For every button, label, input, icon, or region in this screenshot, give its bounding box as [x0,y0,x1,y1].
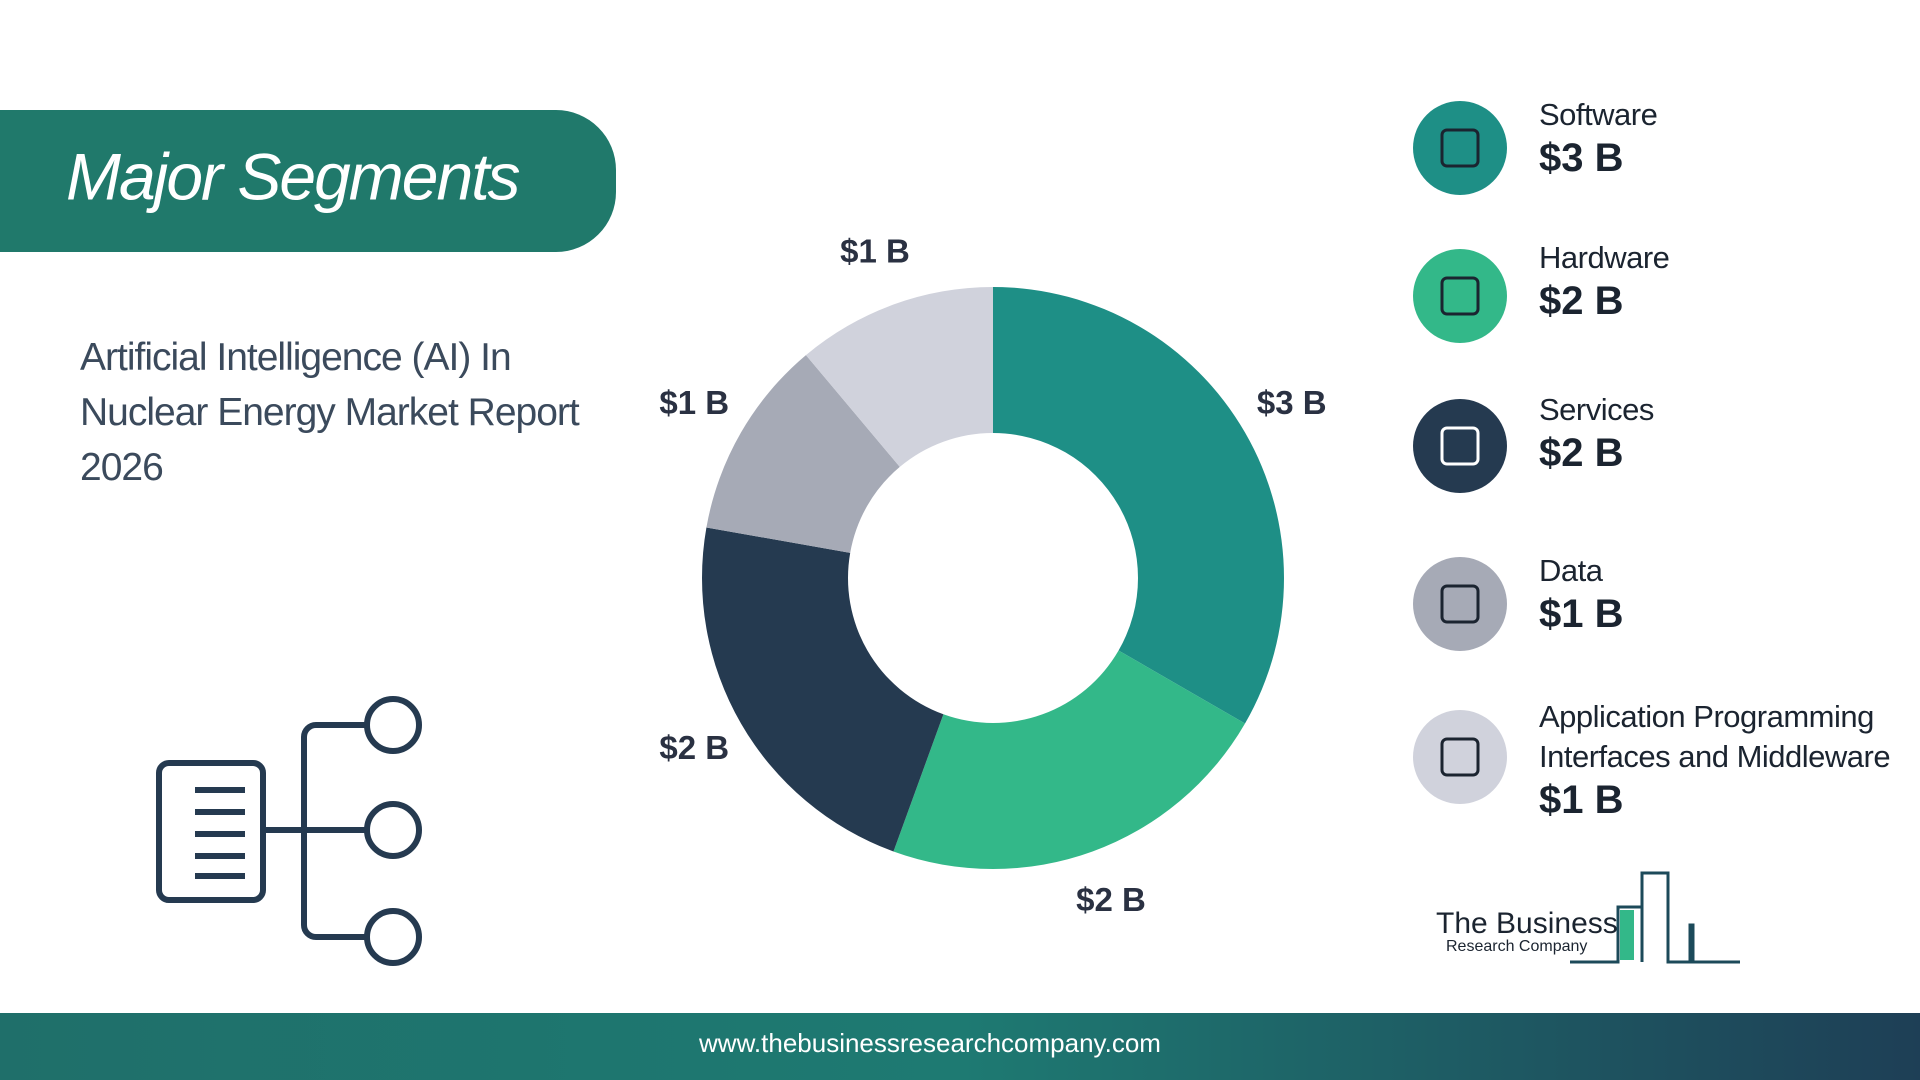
footer-url[interactable]: www.thebusinessresearchcompany.com [698,1028,1161,1058]
legend-value: $3 B [1539,136,1624,180]
subtitle: Artificial Intelligence (AI) In Nuclear … [80,336,580,489]
legend-label: Hardware [1539,240,1670,275]
donut-slice [993,287,1284,724]
legend-icon-glyph [1440,426,1480,466]
decor-icon [156,696,422,966]
donut-slice [805,287,993,467]
legend-entry: Software $3 B [1539,95,1919,181]
data-label: $1 B [659,384,729,421]
donut-slice [702,527,944,852]
data-label: $2 B [1076,881,1146,918]
legend-entry: Application Programming Interfaces and M… [1539,697,1919,823]
data-label: $3 B [1257,384,1327,421]
legend-label: Application Programming Interfaces and M… [1539,699,1891,774]
legend-value: $2 B [1539,431,1624,475]
legend-entry: Hardware $2 B [1539,238,1919,324]
legend-icon-glyph [1440,584,1480,624]
data-label: $1 B [840,233,910,270]
legend-value: $2 B [1539,279,1624,323]
legend-icon-glyph [1440,128,1480,168]
legend-icon [1413,399,1507,493]
legend-icon [1413,101,1507,195]
donut-slice [706,355,900,553]
legend-entry: Services $2 B [1539,390,1919,476]
legend-icon [1413,710,1507,804]
legend-icon [1413,557,1507,651]
legend-value: $1 B [1539,778,1624,822]
footer-bar [0,1013,1920,1080]
legend-label: Data [1539,553,1603,588]
legend-label: Software [1539,97,1658,132]
legend-icon-glyph [1440,737,1480,777]
logo-text: The Business [1436,907,1618,940]
legend-icon-glyph [1440,276,1480,316]
data-label: $2 B [659,729,729,766]
logo-subtext: Research Company [1446,938,1587,955]
legend-entry: Data $1 B [1539,551,1919,637]
title-banner [0,110,616,252]
legend-label: Services [1539,392,1654,427]
donut-slice [893,650,1246,869]
legend-value: $1 B [1539,592,1624,636]
chart-title: Major Segments [66,139,520,213]
legend-icon [1413,249,1507,343]
logo-mark [1570,871,1740,964]
